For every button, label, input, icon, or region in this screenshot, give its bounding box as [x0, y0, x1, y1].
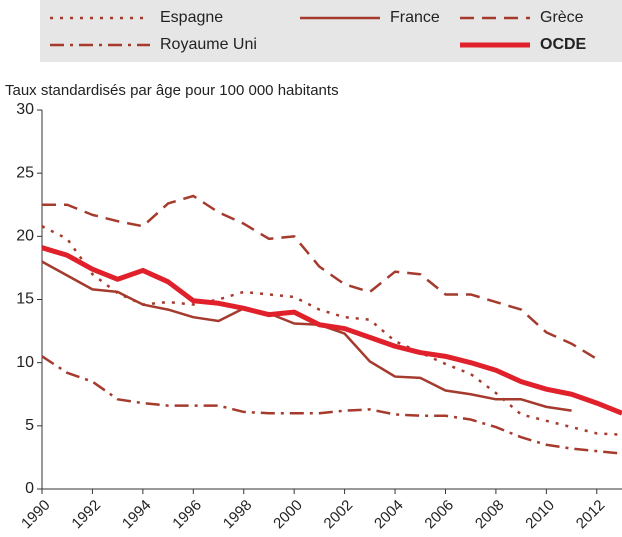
- y-tick-label: 20: [16, 228, 34, 245]
- legend-label: France: [390, 9, 440, 26]
- y-tick-label: 25: [16, 164, 34, 181]
- y-tick-label: 5: [25, 417, 34, 434]
- series-line: [41, 260, 572, 412]
- series-line: [41, 245, 622, 416]
- legend-box: [40, 0, 622, 62]
- x-tick-label: 2008: [472, 497, 508, 533]
- y-tick-label: 30: [16, 101, 34, 118]
- y-tick-label: 15: [16, 291, 34, 308]
- legend-label: Royaume Uni: [160, 36, 257, 53]
- x-tick-label: 1994: [119, 497, 155, 533]
- series-line: [41, 355, 622, 455]
- x-tick-label: 2006: [421, 497, 457, 533]
- legend-label: Espagne: [160, 9, 223, 26]
- x-tick-label: 1998: [220, 497, 256, 533]
- legend-label: OCDE: [540, 36, 587, 53]
- y-tick-label: 10: [16, 354, 34, 371]
- x-tick-label: 1990: [18, 497, 54, 533]
- x-tick-label: 2012: [573, 497, 609, 533]
- y-axis-label: Taux standardisés par âge pour 100 000 h…: [5, 82, 339, 99]
- x-tick-label: 2002: [321, 497, 357, 533]
- series-line: [42, 194, 598, 360]
- y-tick-label: 0: [25, 480, 34, 497]
- x-tick-label: 2010: [522, 497, 558, 533]
- legend-label: Grèce: [540, 9, 584, 26]
- x-tick-label: 1996: [169, 497, 205, 533]
- x-tick-label: 2000: [270, 497, 306, 533]
- x-tick-label: 2004: [371, 497, 407, 533]
- x-tick-label: 1992: [68, 497, 104, 533]
